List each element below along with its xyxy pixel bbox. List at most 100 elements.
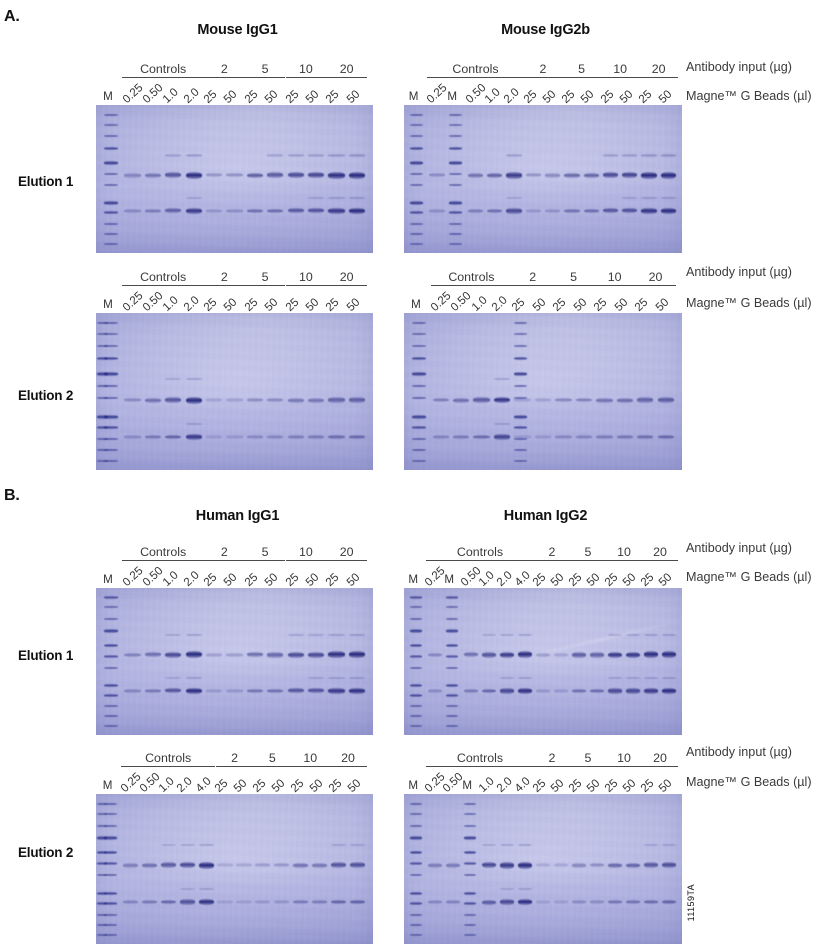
protein-band bbox=[517, 898, 533, 905]
protein-band bbox=[267, 688, 284, 694]
protein-band bbox=[641, 171, 657, 179]
protein-band bbox=[328, 154, 345, 157]
protein-band bbox=[643, 862, 659, 869]
lane-label: 50 bbox=[548, 776, 567, 795]
protein-band bbox=[427, 900, 443, 904]
group-label-controls: Controls bbox=[122, 270, 204, 286]
group-label-20ug: 20 bbox=[326, 270, 367, 286]
protein-band bbox=[185, 651, 202, 659]
protein-band bbox=[348, 397, 365, 403]
lane-label: 50 bbox=[343, 295, 363, 314]
protein-band bbox=[517, 633, 533, 637]
protein-band bbox=[616, 434, 634, 440]
lane-label: 50 bbox=[611, 295, 631, 314]
protein-band bbox=[660, 207, 677, 214]
protein-band bbox=[571, 863, 587, 868]
protein-band bbox=[267, 154, 284, 157]
protein-band bbox=[555, 397, 572, 403]
group-label-5ug: 5 bbox=[562, 62, 601, 78]
figure-code: 11159TA bbox=[686, 884, 696, 922]
protein-band bbox=[467, 172, 484, 178]
protein-band bbox=[575, 397, 593, 403]
lane-label: 25 bbox=[201, 570, 220, 589]
group-label-20ug: 20 bbox=[642, 545, 678, 561]
lane-label-marker: M bbox=[408, 573, 419, 586]
protein-band bbox=[124, 173, 141, 178]
protein-band bbox=[481, 651, 497, 658]
protein-band bbox=[226, 173, 243, 178]
protein-band bbox=[564, 208, 580, 214]
protein-band bbox=[481, 633, 497, 637]
lane-label: 2.0 bbox=[489, 293, 510, 314]
protein-band bbox=[534, 398, 552, 403]
lane-label: 50 bbox=[307, 776, 326, 795]
protein-band bbox=[246, 688, 264, 694]
protein-band bbox=[544, 209, 561, 213]
group-label-controls: Controls bbox=[430, 270, 513, 286]
protein-band bbox=[445, 862, 461, 868]
protein-band bbox=[499, 651, 515, 659]
protein-band bbox=[622, 154, 638, 157]
lane-label-marker: M bbox=[408, 779, 419, 792]
lane-label: 50 bbox=[584, 570, 603, 589]
group-label-2ug: 2 bbox=[512, 270, 554, 286]
protein-band bbox=[499, 843, 515, 847]
protein-band bbox=[660, 171, 677, 179]
protein-band bbox=[553, 863, 569, 868]
protein-band bbox=[226, 652, 243, 657]
protein-band bbox=[205, 435, 223, 439]
protein-band bbox=[534, 435, 552, 439]
protein-band bbox=[185, 154, 202, 157]
group-label-5ug: 5 bbox=[244, 270, 286, 286]
protein-band bbox=[616, 397, 634, 403]
marker-ladder bbox=[514, 315, 528, 468]
protein-band bbox=[622, 208, 638, 214]
protein-band bbox=[607, 688, 623, 694]
protein-band bbox=[255, 900, 271, 904]
protein-band bbox=[217, 863, 233, 868]
protein-band bbox=[144, 172, 162, 178]
protein-band bbox=[122, 900, 138, 904]
row-label-elution2-b: Elution 2 bbox=[18, 845, 74, 860]
lane-label: 50 bbox=[344, 776, 364, 795]
lane-label: 25 bbox=[632, 295, 651, 314]
gel-human-igg2-elution2 bbox=[404, 794, 682, 944]
protein-band bbox=[124, 652, 141, 658]
protein-band bbox=[473, 434, 490, 440]
lane-label: 25 bbox=[597, 87, 617, 106]
lane-label: 25 bbox=[282, 570, 302, 589]
group-label-10ug: 10 bbox=[606, 545, 642, 561]
protein-band bbox=[312, 862, 328, 868]
protein-band bbox=[246, 172, 264, 179]
protein-band bbox=[493, 396, 511, 404]
lane-label: 25 bbox=[201, 87, 220, 106]
protein-band bbox=[348, 651, 365, 659]
group-label-2ug: 2 bbox=[215, 751, 254, 767]
gel-vignette bbox=[96, 105, 373, 253]
protein-band bbox=[165, 397, 182, 403]
protein-band bbox=[452, 435, 470, 440]
protein-band bbox=[307, 197, 325, 200]
lane-label: 50 bbox=[530, 295, 549, 314]
protein-band bbox=[274, 900, 290, 904]
protein-band bbox=[141, 862, 157, 868]
gel-texture bbox=[96, 794, 373, 944]
lane-label: 0.25 bbox=[424, 81, 450, 106]
lane-label: 25 bbox=[636, 87, 655, 106]
lane-label: 25 bbox=[602, 776, 621, 795]
lane-label: 25 bbox=[591, 295, 610, 314]
lane-label: 25 bbox=[241, 295, 261, 314]
lane-label: 50 bbox=[262, 570, 281, 589]
group-label-10ug: 10 bbox=[285, 545, 327, 561]
protein-band bbox=[499, 688, 515, 694]
protein-band bbox=[625, 651, 641, 659]
protein-band bbox=[514, 435, 531, 439]
lane-label: 2.0 bbox=[180, 293, 202, 314]
protein-band bbox=[589, 900, 605, 904]
lane-label: 50 bbox=[652, 295, 672, 314]
gel-vignette bbox=[404, 794, 682, 944]
gel-texture bbox=[404, 105, 682, 253]
protein-band bbox=[179, 862, 195, 869]
protein-band bbox=[660, 154, 677, 157]
